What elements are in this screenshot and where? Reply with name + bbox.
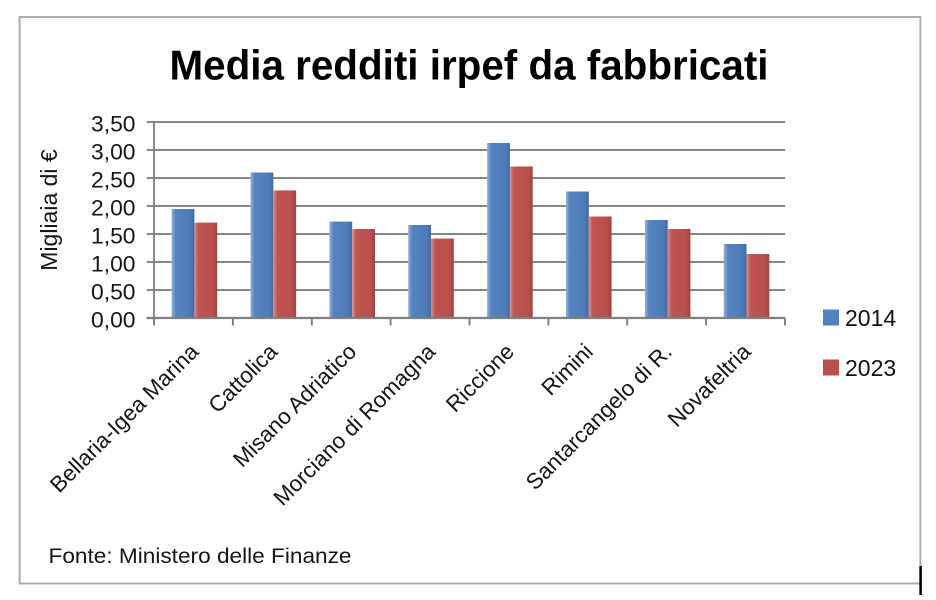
svg-text:Media redditi irpef da fabbric: Media redditi irpef da fabbricati [170,42,769,89]
svg-text:3,50: 3,50 [91,112,136,137]
svg-text:2023: 2023 [845,355,896,381]
svg-text:1,00: 1,00 [91,252,136,277]
svg-text:3,00: 3,00 [91,140,136,165]
svg-text:Fonte: Ministero delle Finanze: Fonte: Ministero delle Finanze [49,544,352,568]
svg-text:0,00: 0,00 [91,308,136,333]
svg-text:1,50: 1,50 [91,224,136,249]
svg-text:Migliaia di €: Migliaia di € [36,149,62,271]
svg-text:2,50: 2,50 [91,168,136,193]
svg-text:0,50: 0,50 [91,280,136,305]
svg-text:2,00: 2,00 [91,196,136,221]
svg-text:2014: 2014 [845,305,896,331]
